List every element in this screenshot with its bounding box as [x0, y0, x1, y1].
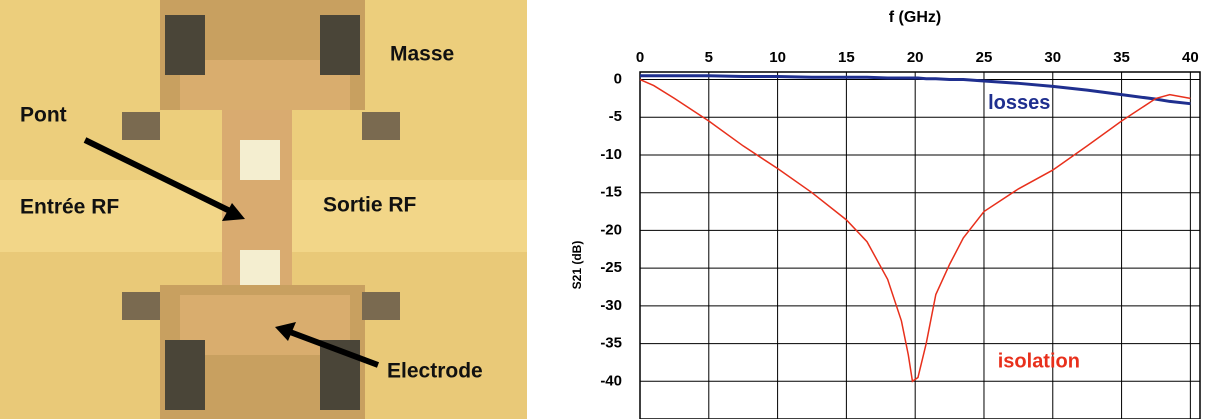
series-label: losses — [988, 92, 1050, 114]
y-tick-label: 0 — [614, 71, 622, 88]
y-tick-label: -10 — [600, 146, 622, 163]
y-axis-label: S21 (dB) — [570, 241, 584, 290]
x-tick-label: 35 — [1113, 49, 1130, 66]
x-tick-label: 40 — [1182, 49, 1199, 66]
y-tick-label: -35 — [600, 335, 622, 352]
x-tick-label: 20 — [907, 49, 924, 66]
x-tick-label: 0 — [636, 49, 644, 66]
y-tick-label: -15 — [600, 184, 622, 201]
y-tick-label: -25 — [600, 259, 622, 276]
y-tick-label: -20 — [600, 221, 622, 238]
y-tick-label: -5 — [609, 108, 622, 125]
chart-title: f (GHz) — [889, 9, 941, 26]
label: Sortie RF — [323, 194, 417, 217]
label: Pont — [20, 104, 67, 127]
x-tick-label: 5 — [705, 49, 713, 66]
series-line — [639, 78, 1191, 383]
y-tick-label: -30 — [600, 297, 622, 314]
x-tick-label: 10 — [769, 49, 786, 66]
label: Electrode — [387, 360, 483, 383]
series-label: isolation — [998, 351, 1080, 373]
x-tick-label: 30 — [1044, 49, 1061, 66]
label: Masse — [390, 43, 454, 66]
micrograph: Masse Pont Entrée RF Sortie RF Electrode — [0, 0, 527, 419]
x-tick-label: 15 — [838, 49, 855, 66]
x-tick-label: 25 — [976, 49, 993, 66]
label: Entrée RF — [20, 196, 119, 219]
plot-frame — [639, 71, 1201, 419]
y-tick-label: -40 — [600, 372, 622, 389]
series-line — [640, 74, 1191, 106]
